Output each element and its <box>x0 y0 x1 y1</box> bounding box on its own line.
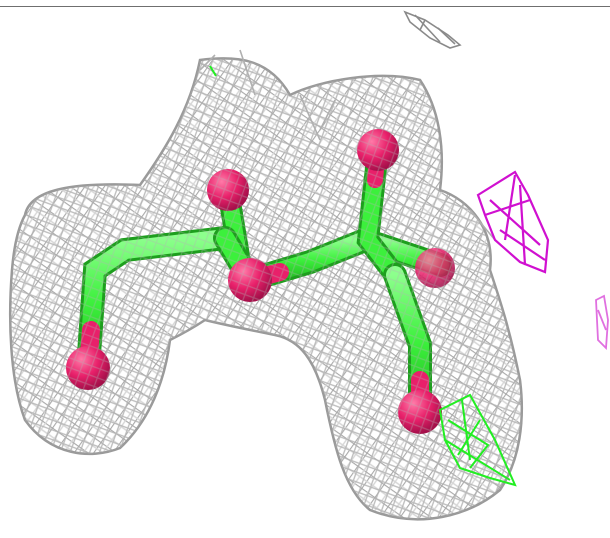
negative-density-blob <box>476 170 550 274</box>
top-border-line <box>0 6 610 7</box>
negative-density-fragment <box>595 294 609 351</box>
mesh-fragment <box>403 10 462 49</box>
positive-density-blob <box>209 65 517 487</box>
